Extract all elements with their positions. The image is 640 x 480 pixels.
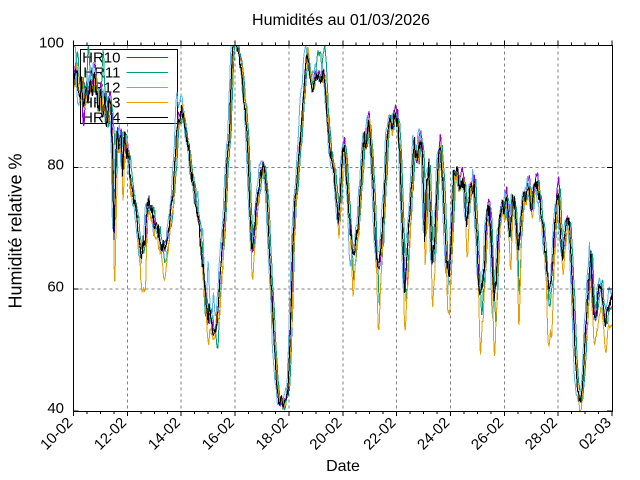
svg-text:HR14: HR14	[82, 110, 120, 127]
svg-text:Humidité relative %: Humidité relative %	[6, 153, 26, 308]
svg-text:Humidités au 01/03/2026: Humidités au 01/03/2026	[252, 12, 430, 29]
svg-text:40: 40	[47, 400, 64, 417]
svg-text:Date: Date	[326, 458, 360, 475]
svg-text:80: 80	[47, 157, 64, 174]
svg-text:HR10: HR10	[82, 50, 120, 67]
svg-text:60: 60	[47, 278, 64, 295]
svg-text:100: 100	[39, 35, 64, 52]
